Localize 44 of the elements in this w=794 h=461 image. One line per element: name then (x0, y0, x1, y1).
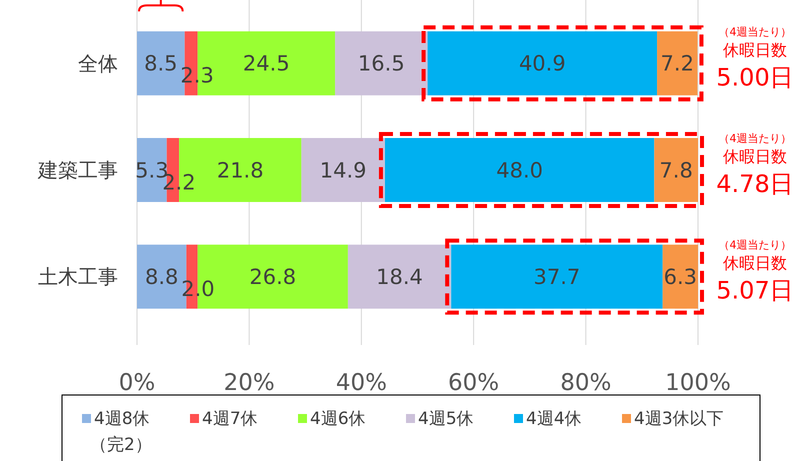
text: 休暇日数 (723, 147, 787, 166)
text: （4週当たり） (718, 25, 792, 38)
text: 5.00日 (716, 63, 794, 92)
bar (335, 31, 428, 96)
text: （4週当たり） (718, 132, 792, 145)
legend-label: 4週4休 (526, 409, 582, 429)
data-label: 8.5 (144, 52, 178, 76)
legend-label: 4週3休以下 (634, 409, 724, 429)
x-tick-label: 0% (118, 370, 156, 396)
data-label: 7.8 (659, 158, 693, 182)
bar (662, 244, 698, 309)
x-tick-label: 60% (448, 370, 500, 396)
y-tick-label: 全体 (78, 51, 118, 76)
text: 休暇日数 (723, 40, 787, 60)
data-label: 2.3 (180, 64, 214, 88)
legend-label: 4週7休 (202, 409, 258, 429)
text: 5.07日 (716, 276, 794, 305)
bar (301, 138, 385, 202)
data-label: 37.7 (534, 265, 580, 290)
data-label: 26.8 (249, 265, 296, 290)
legend-label: 4週8休（完2） (90, 409, 152, 455)
x-tick-label: 20% (224, 370, 275, 396)
data-label: 40.9 (518, 52, 566, 76)
legend-label: 4週6休 (310, 409, 366, 429)
text: 休暇日数 (723, 254, 787, 273)
text: 4.78日 (716, 170, 794, 198)
text: （4週当たり） (718, 238, 792, 252)
bar (657, 31, 698, 96)
data-label: 48.0 (496, 158, 543, 182)
data-label: 6.3 (664, 265, 698, 290)
data-label: 8.8 (144, 265, 178, 290)
legend-label: 4週5休 (418, 409, 474, 429)
data-label: 7.2 (660, 52, 694, 76)
x-tick-label: 40% (336, 370, 387, 396)
y-tick-label: 土木工事 (38, 264, 118, 289)
data-label: 16.5 (358, 52, 405, 76)
x-tick-label: 100% (665, 370, 731, 396)
data-label: 21.8 (216, 158, 264, 182)
bar (654, 138, 698, 202)
data-label: 24.5 (242, 52, 290, 76)
data-label: 18.4 (376, 265, 423, 290)
data-label: 14.9 (320, 158, 367, 182)
x-tick-label: 80% (560, 370, 612, 396)
y-tick-label: 建築工事 (37, 158, 118, 182)
